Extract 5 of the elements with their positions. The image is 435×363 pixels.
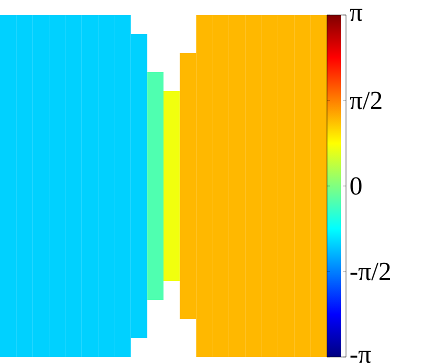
color-bar-label: π/2 bbox=[350, 92, 382, 110]
color-bar-label: π bbox=[350, 8, 362, 22]
color-bar-label: 0 bbox=[350, 177, 362, 195]
color-bar-label: -π bbox=[350, 350, 371, 363]
color-bar-label: -π/2 bbox=[350, 262, 390, 280]
